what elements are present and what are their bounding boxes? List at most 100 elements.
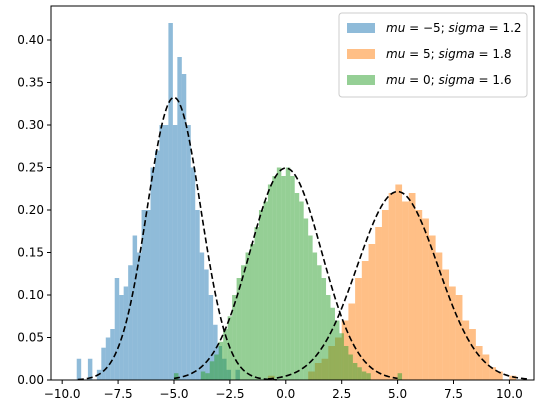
histogram-bar: [200, 371, 206, 380]
legend-entry-1: mu = −5; sigma = 1.2: [347, 21, 522, 35]
histogram-bar: [272, 176, 277, 380]
legend: mu = −5; sigma = 1.2 mu = 5; sigma = 1.8…: [338, 12, 528, 98]
y-axis-ticks: 0.00 0.05 0.10 0.15 0.20 0.25 0.30 0.35 0.40: [17, 33, 51, 387]
histogram-bar: [214, 354, 219, 380]
histogram-bar: [218, 341, 224, 380]
histogram-bar: [87, 358, 93, 380]
histogram-bar: [159, 125, 164, 380]
y-tick-label: 0.20: [17, 203, 44, 217]
histogram-bar: [285, 167, 291, 380]
histogram-bar: [475, 346, 483, 380]
histogram-bar: [375, 227, 382, 380]
x-axis-ticks: −10.0 −7.5 −5.0 −2.5 0.0 2.5 5.0 7.5 10.0: [44, 380, 523, 401]
histogram-bar: [154, 150, 160, 380]
legend-swatch: [347, 23, 375, 33]
histogram-bar: [190, 167, 196, 380]
histogram-bar: [422, 218, 429, 380]
y-tick-label: 0.35: [17, 76, 44, 90]
histogram-bar: [76, 358, 82, 380]
histogram-bar: [330, 307, 335, 380]
histogram-bar: [232, 295, 237, 380]
y-tick-label: 0.05: [17, 331, 44, 345]
histogram-bar: [317, 265, 322, 380]
histogram-bar: [177, 57, 182, 380]
histogram-bar: [105, 337, 111, 380]
histogram-bar: [223, 329, 228, 380]
histogram-bar: [205, 373, 210, 380]
histogram-bar: [263, 201, 268, 380]
histogram-bar: [132, 235, 138, 380]
histogram-bar: [361, 261, 369, 380]
plot-frame: [50, 5, 535, 381]
histogram-bar: [348, 303, 356, 380]
x-tick-label: −10.0: [44, 387, 81, 401]
histogram-bar: [489, 367, 496, 380]
x-tick-label: 0.0: [276, 387, 295, 401]
histogram-bar: [357, 367, 362, 380]
histogram-bar: [388, 193, 396, 380]
pdf-curve-2: [267, 190, 528, 380]
histogram-bar: [236, 278, 242, 380]
histogram-bar: [395, 184, 403, 380]
pdf-curves: [77, 96, 528, 381]
histogram-bar: [415, 210, 423, 380]
histogram-bar: [408, 193, 416, 380]
legend-label: mu = −5; sigma = 1.2: [386, 21, 522, 35]
x-tick-label: 2.5: [332, 387, 351, 401]
histogram-bar: [495, 371, 503, 380]
series-3-bars: [173, 167, 403, 380]
histogram-bar: [245, 252, 251, 380]
histogram-bar: [281, 176, 286, 380]
histogram-bar: [397, 373, 403, 380]
pdf-curve-1: [77, 96, 277, 381]
histogram-bar: [321, 278, 327, 380]
histogram-bar: [123, 286, 129, 380]
histogram-bar: [258, 210, 264, 380]
histogram-bar: [204, 269, 209, 380]
histogram-bar: [141, 210, 147, 380]
histogram-bar: [250, 244, 255, 380]
histogram-bar: [352, 363, 358, 380]
histogram-bar: [172, 125, 178, 380]
histogram-bar: [455, 295, 463, 380]
histogram-bar: [368, 244, 376, 380]
legend-entry-3: mu = 0; sigma = 1.6: [347, 73, 512, 87]
histogram-bar: [339, 333, 344, 380]
legend-swatch: [347, 75, 375, 85]
histogram-bar: [428, 235, 436, 380]
x-tick-label: 5.0: [388, 387, 407, 401]
histogram-bar: [343, 346, 349, 380]
histogram-bar: [442, 269, 450, 380]
histogram-bar: [110, 329, 115, 380]
histogram-bar: [402, 201, 409, 380]
histogram-bar: [199, 252, 205, 380]
histogram-bar: [168, 23, 173, 380]
histogram-bar: [381, 210, 389, 380]
y-tick-label: 0.40: [17, 33, 44, 47]
histogram-bar: [128, 265, 133, 380]
histogram-bar: [186, 125, 191, 380]
histogram-bar: [435, 252, 443, 380]
histogram-bar: [254, 227, 259, 380]
histogram-bar: [163, 125, 169, 380]
x-tick-label: −2.5: [215, 387, 244, 401]
histogram-bar: [509, 375, 517, 380]
series-2-bars: [267, 184, 517, 380]
x-tick-label: 10.0: [496, 387, 523, 401]
x-tick-label: −5.0: [159, 387, 188, 401]
x-tick-label: 7.5: [444, 387, 463, 401]
y-tick-label: 0.10: [17, 288, 44, 302]
x-tick-label: −7.5: [104, 387, 133, 401]
histogram-bar: [114, 278, 120, 380]
histogram-bar: [361, 371, 367, 380]
histogram-bar: [366, 373, 371, 380]
histogram-bar: [290, 176, 295, 380]
histogram-bar: [469, 329, 476, 380]
histogram-bar: [294, 193, 300, 380]
histogram-bar: [355, 278, 362, 380]
histogram-bar: [299, 201, 304, 380]
legend-frame: [338, 12, 528, 98]
histogram-bar: [195, 210, 200, 380]
y-tick-label: 0.30: [17, 118, 44, 132]
